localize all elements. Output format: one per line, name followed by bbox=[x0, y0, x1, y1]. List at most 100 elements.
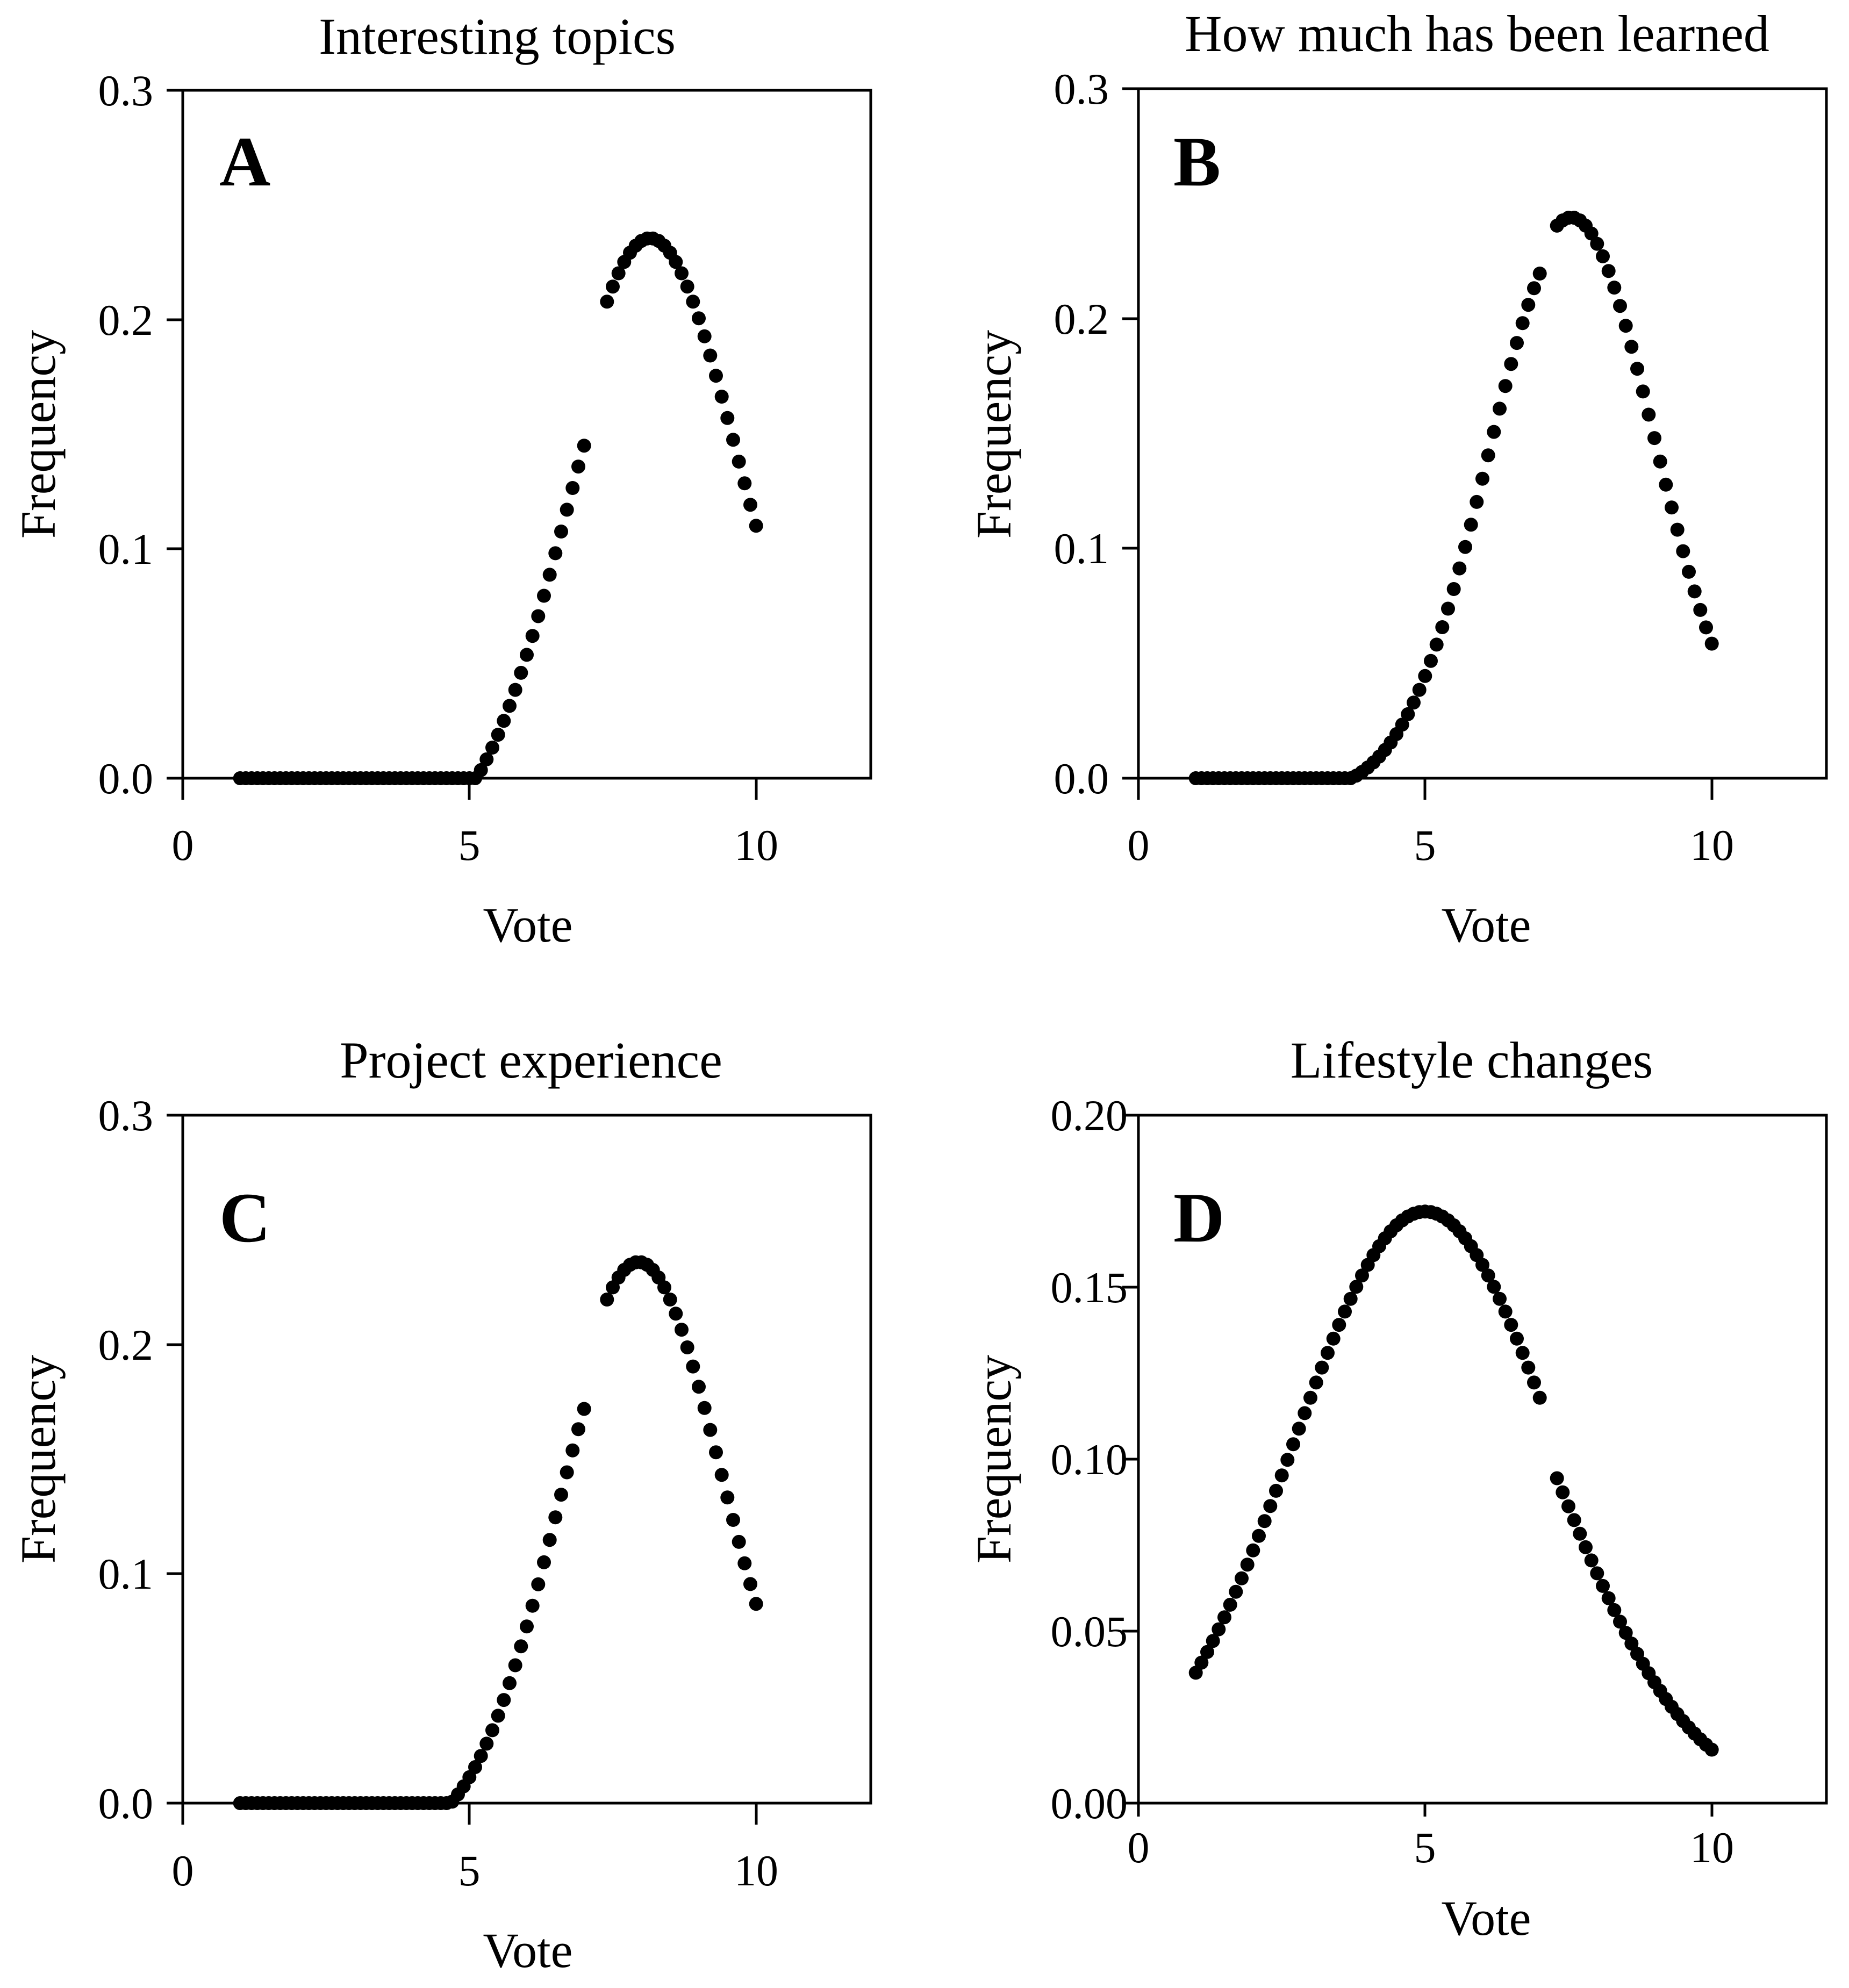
data-point bbox=[1452, 561, 1467, 576]
panel-a-plot-frame bbox=[181, 89, 872, 780]
panel-b-x-axis-label: Vote bbox=[1442, 898, 1531, 952]
panel-b-y-axis: 0.0 0.1 0.2 0.3 bbox=[1054, 64, 1138, 803]
panel-b-y-tick-label: 0.0 bbox=[1054, 754, 1109, 803]
data-point bbox=[1607, 281, 1622, 295]
data-point bbox=[1584, 1553, 1599, 1568]
panel-d-x-axis-label: Vote bbox=[1442, 1891, 1531, 1946]
data-point bbox=[1504, 1318, 1518, 1332]
data-point bbox=[1515, 1346, 1530, 1360]
data-point bbox=[1326, 1331, 1341, 1346]
data-point bbox=[1613, 1614, 1627, 1629]
panel-d-y-tick-label: 0.20 bbox=[1051, 1091, 1128, 1140]
data-point bbox=[548, 546, 563, 561]
panel-a-x-tick-label: 0 bbox=[172, 821, 194, 870]
data-point bbox=[577, 1402, 591, 1416]
data-point bbox=[1458, 540, 1472, 554]
panel-c-x-tick-label: 10 bbox=[734, 1846, 778, 1895]
data-point bbox=[1527, 1375, 1541, 1390]
data-point bbox=[606, 279, 620, 294]
panel-b-x-tick-label: 0 bbox=[1128, 821, 1150, 870]
data-point bbox=[1521, 298, 1536, 312]
data-point bbox=[542, 568, 557, 582]
data-point bbox=[680, 279, 694, 294]
data-point bbox=[1424, 654, 1438, 668]
data-point bbox=[1573, 1526, 1587, 1541]
panel-d: Lifestyle changes D Vote Frequency 0.00 … bbox=[966, 1031, 1828, 1946]
data-point bbox=[737, 476, 752, 491]
data-point bbox=[1246, 1543, 1260, 1558]
data-point bbox=[1252, 1528, 1266, 1543]
data-point bbox=[1510, 336, 1524, 350]
panel-a-y-tick-label: 0.2 bbox=[98, 296, 154, 345]
data-point bbox=[1286, 1437, 1300, 1452]
panel-c-y-tick-label: 0.2 bbox=[98, 1320, 154, 1369]
data-point bbox=[709, 1445, 723, 1460]
data-point bbox=[479, 1736, 494, 1751]
data-point bbox=[732, 1534, 746, 1549]
data-point bbox=[1481, 448, 1495, 463]
panel-b-x-tick-label: 10 bbox=[1690, 821, 1734, 870]
data-point bbox=[542, 1533, 557, 1547]
data-point bbox=[686, 1359, 700, 1374]
panel-b-x-axis: 0 5 10 bbox=[1128, 778, 1734, 870]
data-point bbox=[1217, 1610, 1231, 1625]
data-point bbox=[1280, 1453, 1295, 1467]
data-point bbox=[485, 1723, 499, 1738]
data-point bbox=[1618, 1626, 1633, 1640]
data-point bbox=[1630, 362, 1644, 376]
panel-c-plot-frame bbox=[181, 1114, 872, 1805]
data-point bbox=[600, 295, 614, 309]
data-point bbox=[1418, 669, 1432, 683]
data-point bbox=[737, 1556, 752, 1570]
data-point bbox=[1338, 1304, 1352, 1319]
data-point bbox=[1407, 695, 1421, 710]
panel-d-letter: D bbox=[1173, 1178, 1224, 1257]
data-point bbox=[514, 1639, 528, 1654]
data-point bbox=[1670, 522, 1685, 537]
data-point bbox=[577, 439, 591, 453]
data-point bbox=[1263, 1499, 1278, 1513]
data-point bbox=[525, 629, 540, 643]
panel-d-plot-frame bbox=[1137, 1114, 1828, 1805]
panel-c-points bbox=[233, 1255, 763, 1810]
panel-d-title: Lifestyle changes bbox=[1291, 1031, 1653, 1089]
data-point bbox=[1653, 454, 1667, 469]
data-point bbox=[514, 665, 528, 680]
panel-d-x-axis: 0 5 10 bbox=[1128, 1803, 1734, 1872]
data-point bbox=[697, 329, 712, 343]
data-point bbox=[1487, 1280, 1501, 1294]
data-point bbox=[749, 1597, 763, 1611]
data-point bbox=[692, 1380, 706, 1394]
panel-a-y-axis: 0.0 0.1 0.2 0.3 bbox=[98, 66, 183, 803]
data-point bbox=[1321, 1346, 1335, 1360]
panel-c-x-tick-label: 5 bbox=[458, 1846, 481, 1895]
panel-b-points bbox=[1188, 211, 1719, 785]
panel-b-y-tick-label: 0.1 bbox=[1054, 524, 1109, 573]
data-point bbox=[1223, 1597, 1237, 1612]
data-point bbox=[479, 752, 494, 766]
data-point bbox=[531, 609, 546, 623]
data-point bbox=[560, 503, 574, 517]
data-point bbox=[1315, 1360, 1329, 1375]
data-point bbox=[1309, 1375, 1323, 1390]
data-point bbox=[1446, 582, 1461, 596]
panel-b-y-tick-label: 0.3 bbox=[1054, 64, 1109, 113]
panel-c-y-tick-label: 0.0 bbox=[98, 1779, 154, 1828]
panel-d-x-tick-label: 10 bbox=[1690, 1823, 1734, 1872]
data-point bbox=[1687, 584, 1702, 599]
data-point bbox=[1493, 1291, 1507, 1306]
data-point bbox=[1200, 1645, 1214, 1659]
panel-b-y-axis-label: Frequency bbox=[966, 330, 1021, 539]
data-point bbox=[1601, 264, 1616, 278]
data-point bbox=[720, 411, 735, 425]
panel-d-points bbox=[1188, 1204, 1719, 1757]
data-point bbox=[1579, 1540, 1593, 1554]
data-point bbox=[1481, 1268, 1495, 1283]
data-point bbox=[726, 433, 740, 447]
data-point bbox=[600, 1293, 614, 1307]
data-point bbox=[1607, 1603, 1622, 1617]
data-point bbox=[1550, 1471, 1564, 1485]
data-point bbox=[1624, 340, 1639, 354]
panel-d-x-tick-label: 5 bbox=[1414, 1823, 1436, 1872]
panel-d-y-tick-label: 0.15 bbox=[1051, 1263, 1128, 1312]
